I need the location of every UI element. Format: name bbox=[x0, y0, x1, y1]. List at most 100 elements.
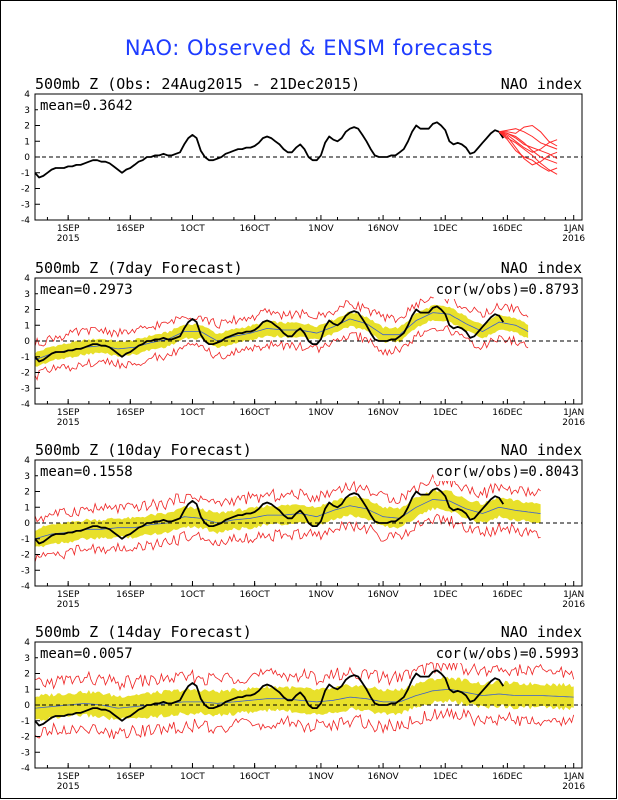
x-tick-year-label: 2015 bbox=[57, 234, 80, 244]
x-tick-label: 16SEP bbox=[116, 590, 145, 600]
ensemble-member-line-3 bbox=[498, 131, 558, 153]
x-tick-label: 16SEP bbox=[116, 408, 145, 418]
mean-label: mean=0.3642 bbox=[40, 98, 133, 114]
x-tick-label: 16DEC bbox=[492, 590, 522, 600]
y-tick-label: -1 bbox=[21, 717, 30, 727]
panel-index-label: NAO index bbox=[501, 259, 582, 277]
x-tick-year-label: 2015 bbox=[57, 782, 80, 792]
x-tick-year-label: 2016 bbox=[562, 418, 585, 428]
correlation-label: cor(w/obs)=0.5993 bbox=[436, 646, 579, 662]
x-tick-label: 16OCT bbox=[239, 224, 270, 234]
panel-index-label: NAO index bbox=[501, 441, 582, 459]
x-tick-label: 1OCT bbox=[180, 590, 205, 600]
mean-label: mean=0.0057 bbox=[40, 646, 133, 662]
ensemble-member-line-4 bbox=[498, 131, 558, 166]
x-tick-label: 16NOV bbox=[367, 224, 399, 234]
panel-index-label: NAO index bbox=[501, 623, 582, 641]
ensemble-member-line-2 bbox=[499, 128, 558, 150]
x-tick-label: 16SEP bbox=[116, 772, 145, 782]
y-tick-label: -2 bbox=[21, 185, 30, 195]
y-tick-label: -2 bbox=[21, 733, 30, 743]
y-tick-label: 3 bbox=[24, 290, 30, 300]
y-tick-label: 2 bbox=[24, 488, 30, 498]
y-tick-label: 4 bbox=[24, 638, 30, 648]
ensemble-member-line-6 bbox=[498, 131, 558, 172]
y-tick-label: -2 bbox=[21, 369, 30, 379]
x-tick-label: 1NOV bbox=[308, 772, 334, 782]
y-tick-label: -3 bbox=[21, 748, 30, 758]
x-tick-label: 16OCT bbox=[239, 408, 270, 418]
ensemble-max-line bbox=[34, 660, 575, 691]
correlation-label-bg bbox=[433, 645, 581, 663]
chart-panel-1: 500mb Z (7day Forecast) NAO index 4 3 2 1 0 -1 -… bbox=[21, 259, 585, 428]
chart-panel-0: 500mb Z (Obs: 24Aug2015 - 21Dec2015) NAO … bbox=[21, 75, 585, 244]
x-tick-label: 1JAN bbox=[563, 772, 584, 782]
x-tick-year-label: 2016 bbox=[562, 782, 585, 792]
x-tick-label: 1SEP bbox=[57, 590, 80, 600]
mean-label: mean=0.1558 bbox=[40, 464, 133, 480]
panel-index-label: NAO index bbox=[501, 75, 582, 93]
x-tick-label: 1JAN bbox=[563, 590, 584, 600]
x-tick-label: 1DEC bbox=[433, 590, 458, 600]
y-tick-label: 4 bbox=[24, 456, 30, 466]
ensemble-max-line bbox=[34, 473, 541, 523]
correlation-label-bg bbox=[433, 463, 581, 481]
observed-nao-line bbox=[34, 305, 505, 363]
y-tick-label: -4 bbox=[21, 582, 30, 592]
panel-title: 500mb Z (7day Forecast) bbox=[35, 259, 243, 277]
x-tick-label: 1NOV bbox=[308, 408, 334, 418]
x-tick-label: 16NOV bbox=[367, 772, 399, 782]
y-tick-label: -3 bbox=[21, 384, 30, 394]
mean-label-bg bbox=[38, 645, 135, 663]
x-tick-year-label: 2015 bbox=[57, 418, 80, 428]
ensemble-mean-line bbox=[34, 688, 574, 709]
ensemble-spread-band bbox=[35, 304, 529, 367]
x-tick-label: 1NOV bbox=[308, 224, 334, 234]
y-tick-label: 2 bbox=[24, 122, 30, 132]
x-tick-label: 1JAN bbox=[563, 224, 584, 234]
y-tick-label: -4 bbox=[21, 400, 30, 410]
y-tick-label: -4 bbox=[21, 216, 30, 226]
correlation-label-bg bbox=[433, 281, 581, 299]
ensemble-member-line-7 bbox=[499, 131, 558, 160]
ensemble-member-line-5 bbox=[499, 124, 558, 147]
y-tick-label: 2 bbox=[24, 670, 30, 680]
x-tick-label: 1SEP bbox=[57, 224, 80, 234]
y-tick-label: 1 bbox=[24, 503, 30, 513]
y-tick-label: -1 bbox=[21, 535, 30, 545]
observed-nao-line bbox=[34, 669, 505, 727]
ensemble-mean-line bbox=[34, 498, 541, 540]
correlation-label: cor(w/obs)=0.8043 bbox=[436, 464, 579, 480]
x-tick-label: 1OCT bbox=[180, 224, 205, 234]
x-tick-year-label: 2016 bbox=[562, 600, 585, 610]
panel-title: 500mb Z (10day Forecast) bbox=[35, 441, 252, 459]
mean-label: mean=0.2973 bbox=[40, 282, 133, 298]
x-tick-label: 16DEC bbox=[492, 408, 522, 418]
y-tick-label: 3 bbox=[24, 654, 30, 664]
x-tick-label: 16OCT bbox=[239, 772, 270, 782]
y-tick-label: -2 bbox=[21, 551, 30, 561]
y-tick-label: -1 bbox=[21, 169, 30, 179]
x-tick-label: 1DEC bbox=[433, 772, 458, 782]
x-tick-label: 1JAN bbox=[563, 408, 584, 418]
y-tick-label: 1 bbox=[24, 137, 30, 147]
ensemble-max-line bbox=[34, 293, 529, 347]
y-tick-label: 0 bbox=[24, 337, 30, 347]
y-tick-label: 2 bbox=[24, 306, 30, 316]
y-tick-label: 0 bbox=[24, 153, 30, 163]
x-tick-label: 16OCT bbox=[239, 590, 270, 600]
y-tick-label: 3 bbox=[24, 106, 30, 116]
x-tick-label: 1SEP bbox=[57, 408, 80, 418]
y-tick-label: 1 bbox=[24, 321, 30, 331]
y-tick-label: 4 bbox=[24, 90, 30, 100]
x-tick-year-label: 2015 bbox=[57, 600, 80, 610]
observed-nao-line bbox=[34, 121, 505, 179]
mean-label-bg bbox=[38, 281, 135, 299]
x-tick-label: 1OCT bbox=[180, 772, 205, 782]
y-tick-label: 1 bbox=[24, 685, 30, 695]
x-tick-label: 1NOV bbox=[308, 590, 334, 600]
x-tick-year-label: 2016 bbox=[562, 234, 585, 244]
x-tick-label: 16SEP bbox=[116, 224, 145, 234]
y-tick-label: 3 bbox=[24, 472, 30, 482]
